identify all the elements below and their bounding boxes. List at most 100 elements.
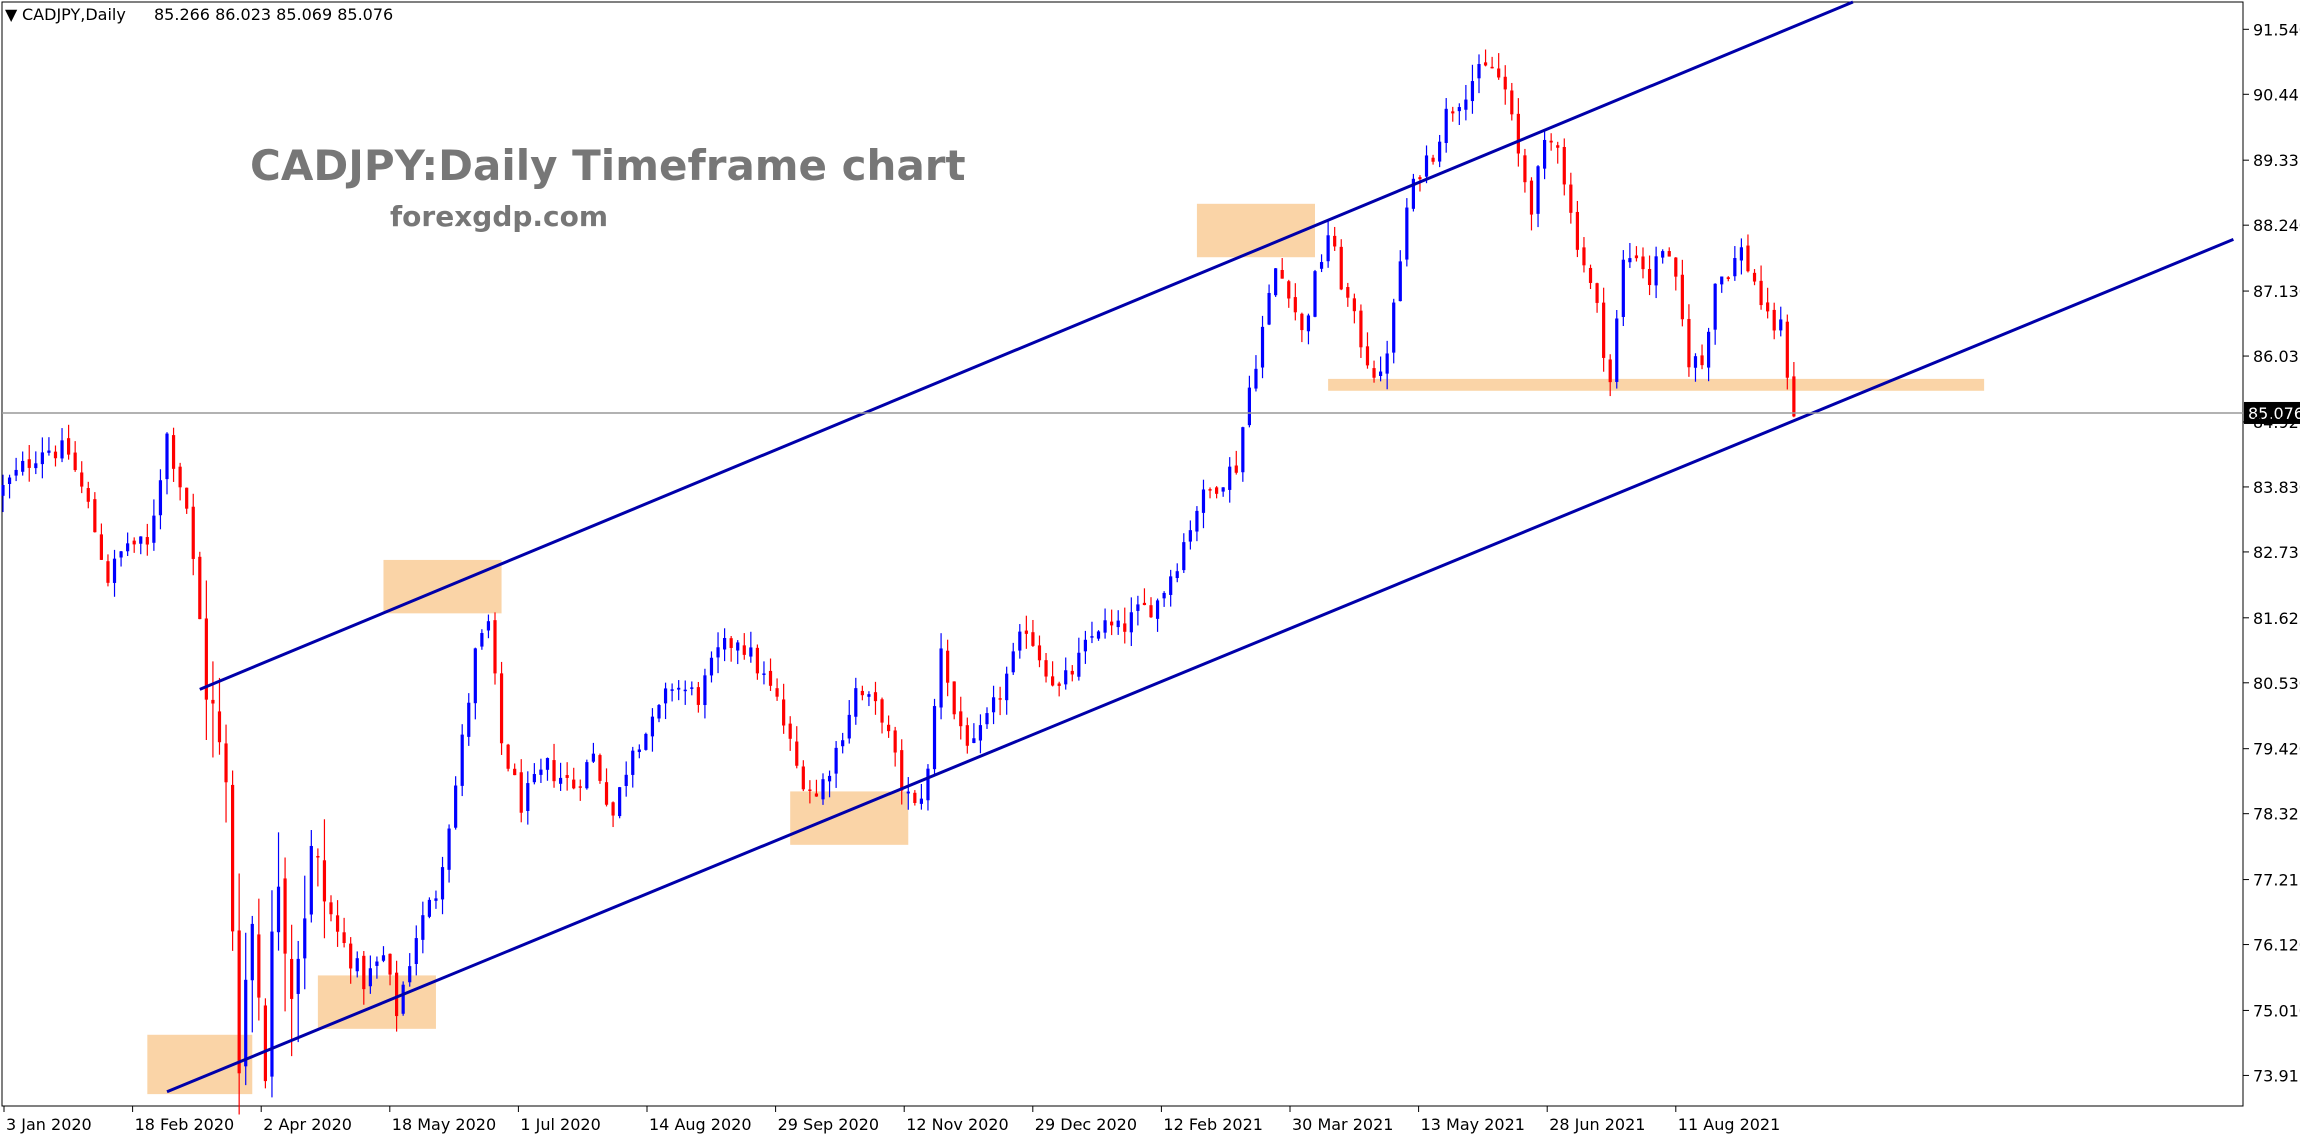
candle xyxy=(185,487,189,514)
candle-body xyxy=(598,755,602,781)
candle-body xyxy=(991,697,996,713)
candle-body xyxy=(978,725,983,741)
candle xyxy=(21,451,25,476)
candle xyxy=(611,801,615,828)
candle-body xyxy=(237,930,241,1074)
candle-body xyxy=(303,918,307,959)
candle xyxy=(1201,479,1206,529)
candle-body xyxy=(1096,631,1101,639)
candle xyxy=(80,461,84,494)
candle xyxy=(690,681,694,696)
candle xyxy=(1260,315,1265,379)
candle xyxy=(637,744,641,759)
collapse-arrow-icon[interactable]: ▼ xyxy=(5,5,18,24)
candle-body xyxy=(1490,66,1494,69)
candle-body xyxy=(762,673,766,675)
candle xyxy=(349,937,353,984)
candle xyxy=(368,955,372,994)
candle-body xyxy=(1661,251,1665,258)
candle xyxy=(1149,597,1153,618)
candle xyxy=(618,786,622,819)
candle xyxy=(978,714,983,754)
candle xyxy=(47,437,51,456)
symbol-timeframe-label: CADJPY,Daily xyxy=(22,5,126,24)
candle-body xyxy=(395,972,399,1017)
candle xyxy=(191,493,195,576)
candle xyxy=(1005,666,1009,715)
candle xyxy=(1195,506,1199,542)
candle-body xyxy=(1457,107,1461,112)
candle-body xyxy=(736,642,740,651)
candle-body xyxy=(867,694,871,697)
candle xyxy=(329,895,333,922)
upper-channel-line[interactable] xyxy=(199,0,1854,691)
candle-body xyxy=(165,433,169,480)
candle xyxy=(1411,173,1415,212)
candle xyxy=(171,427,176,482)
candle-body xyxy=(1247,387,1251,426)
candle-body xyxy=(801,766,805,790)
candle-body xyxy=(1064,670,1068,685)
candle xyxy=(545,757,550,781)
candle-body xyxy=(1024,630,1028,634)
candle-body xyxy=(1398,261,1402,302)
candle xyxy=(427,897,431,919)
candle xyxy=(1693,353,1698,382)
candle xyxy=(296,940,300,1043)
candle-body xyxy=(335,915,340,932)
candle xyxy=(93,492,97,533)
candle-body xyxy=(73,452,77,471)
candle-body xyxy=(1634,255,1639,259)
candle-body xyxy=(1588,267,1593,283)
candle xyxy=(1497,53,1501,80)
candle xyxy=(821,773,825,805)
candle-body xyxy=(126,543,130,552)
candle xyxy=(1621,250,1625,327)
candle-body xyxy=(1720,276,1724,285)
candle-body xyxy=(1529,180,1534,215)
candle-body xyxy=(1162,592,1166,599)
candle-body xyxy=(1418,177,1422,180)
candle-body xyxy=(1654,256,1658,286)
candle-body xyxy=(1234,465,1238,473)
lower-channel-line[interactable] xyxy=(166,238,2234,1094)
candle xyxy=(467,693,471,746)
candle xyxy=(1267,284,1271,326)
candle-body xyxy=(119,551,123,558)
candle xyxy=(788,716,792,751)
candle xyxy=(1083,630,1087,664)
candle-body xyxy=(985,713,989,725)
candle xyxy=(893,726,897,767)
candle-body xyxy=(1090,636,1094,638)
candle xyxy=(86,481,90,509)
candle xyxy=(224,724,228,823)
candle-body xyxy=(1339,246,1343,290)
candle xyxy=(762,661,766,685)
candle xyxy=(1398,250,1402,302)
candle xyxy=(1483,49,1488,67)
candle xyxy=(565,762,569,791)
candle-body xyxy=(729,638,733,648)
candle xyxy=(493,612,497,685)
candle xyxy=(965,717,969,754)
candle-body xyxy=(1707,331,1711,368)
candle xyxy=(526,771,530,825)
candle xyxy=(1470,64,1475,114)
candle-body xyxy=(1280,269,1284,279)
candle-body xyxy=(1503,76,1507,90)
y-tick-label: 77.215 xyxy=(2253,871,2300,890)
candle-body xyxy=(427,899,431,917)
candle xyxy=(1136,595,1140,626)
candle xyxy=(552,743,556,788)
candle xyxy=(841,732,845,754)
ohlc-values-label: 85.266 86.023 85.069 85.076 xyxy=(154,5,393,24)
candle-body xyxy=(1142,602,1147,606)
candle xyxy=(270,890,274,1098)
candle-body xyxy=(618,787,622,817)
candle-body xyxy=(1483,62,1488,66)
candle-body xyxy=(1726,277,1730,279)
candle xyxy=(946,639,950,697)
candle-body xyxy=(158,480,163,516)
x-tick-label: 12 Nov 2020 xyxy=(906,1115,1008,1134)
candle-body xyxy=(506,744,510,769)
